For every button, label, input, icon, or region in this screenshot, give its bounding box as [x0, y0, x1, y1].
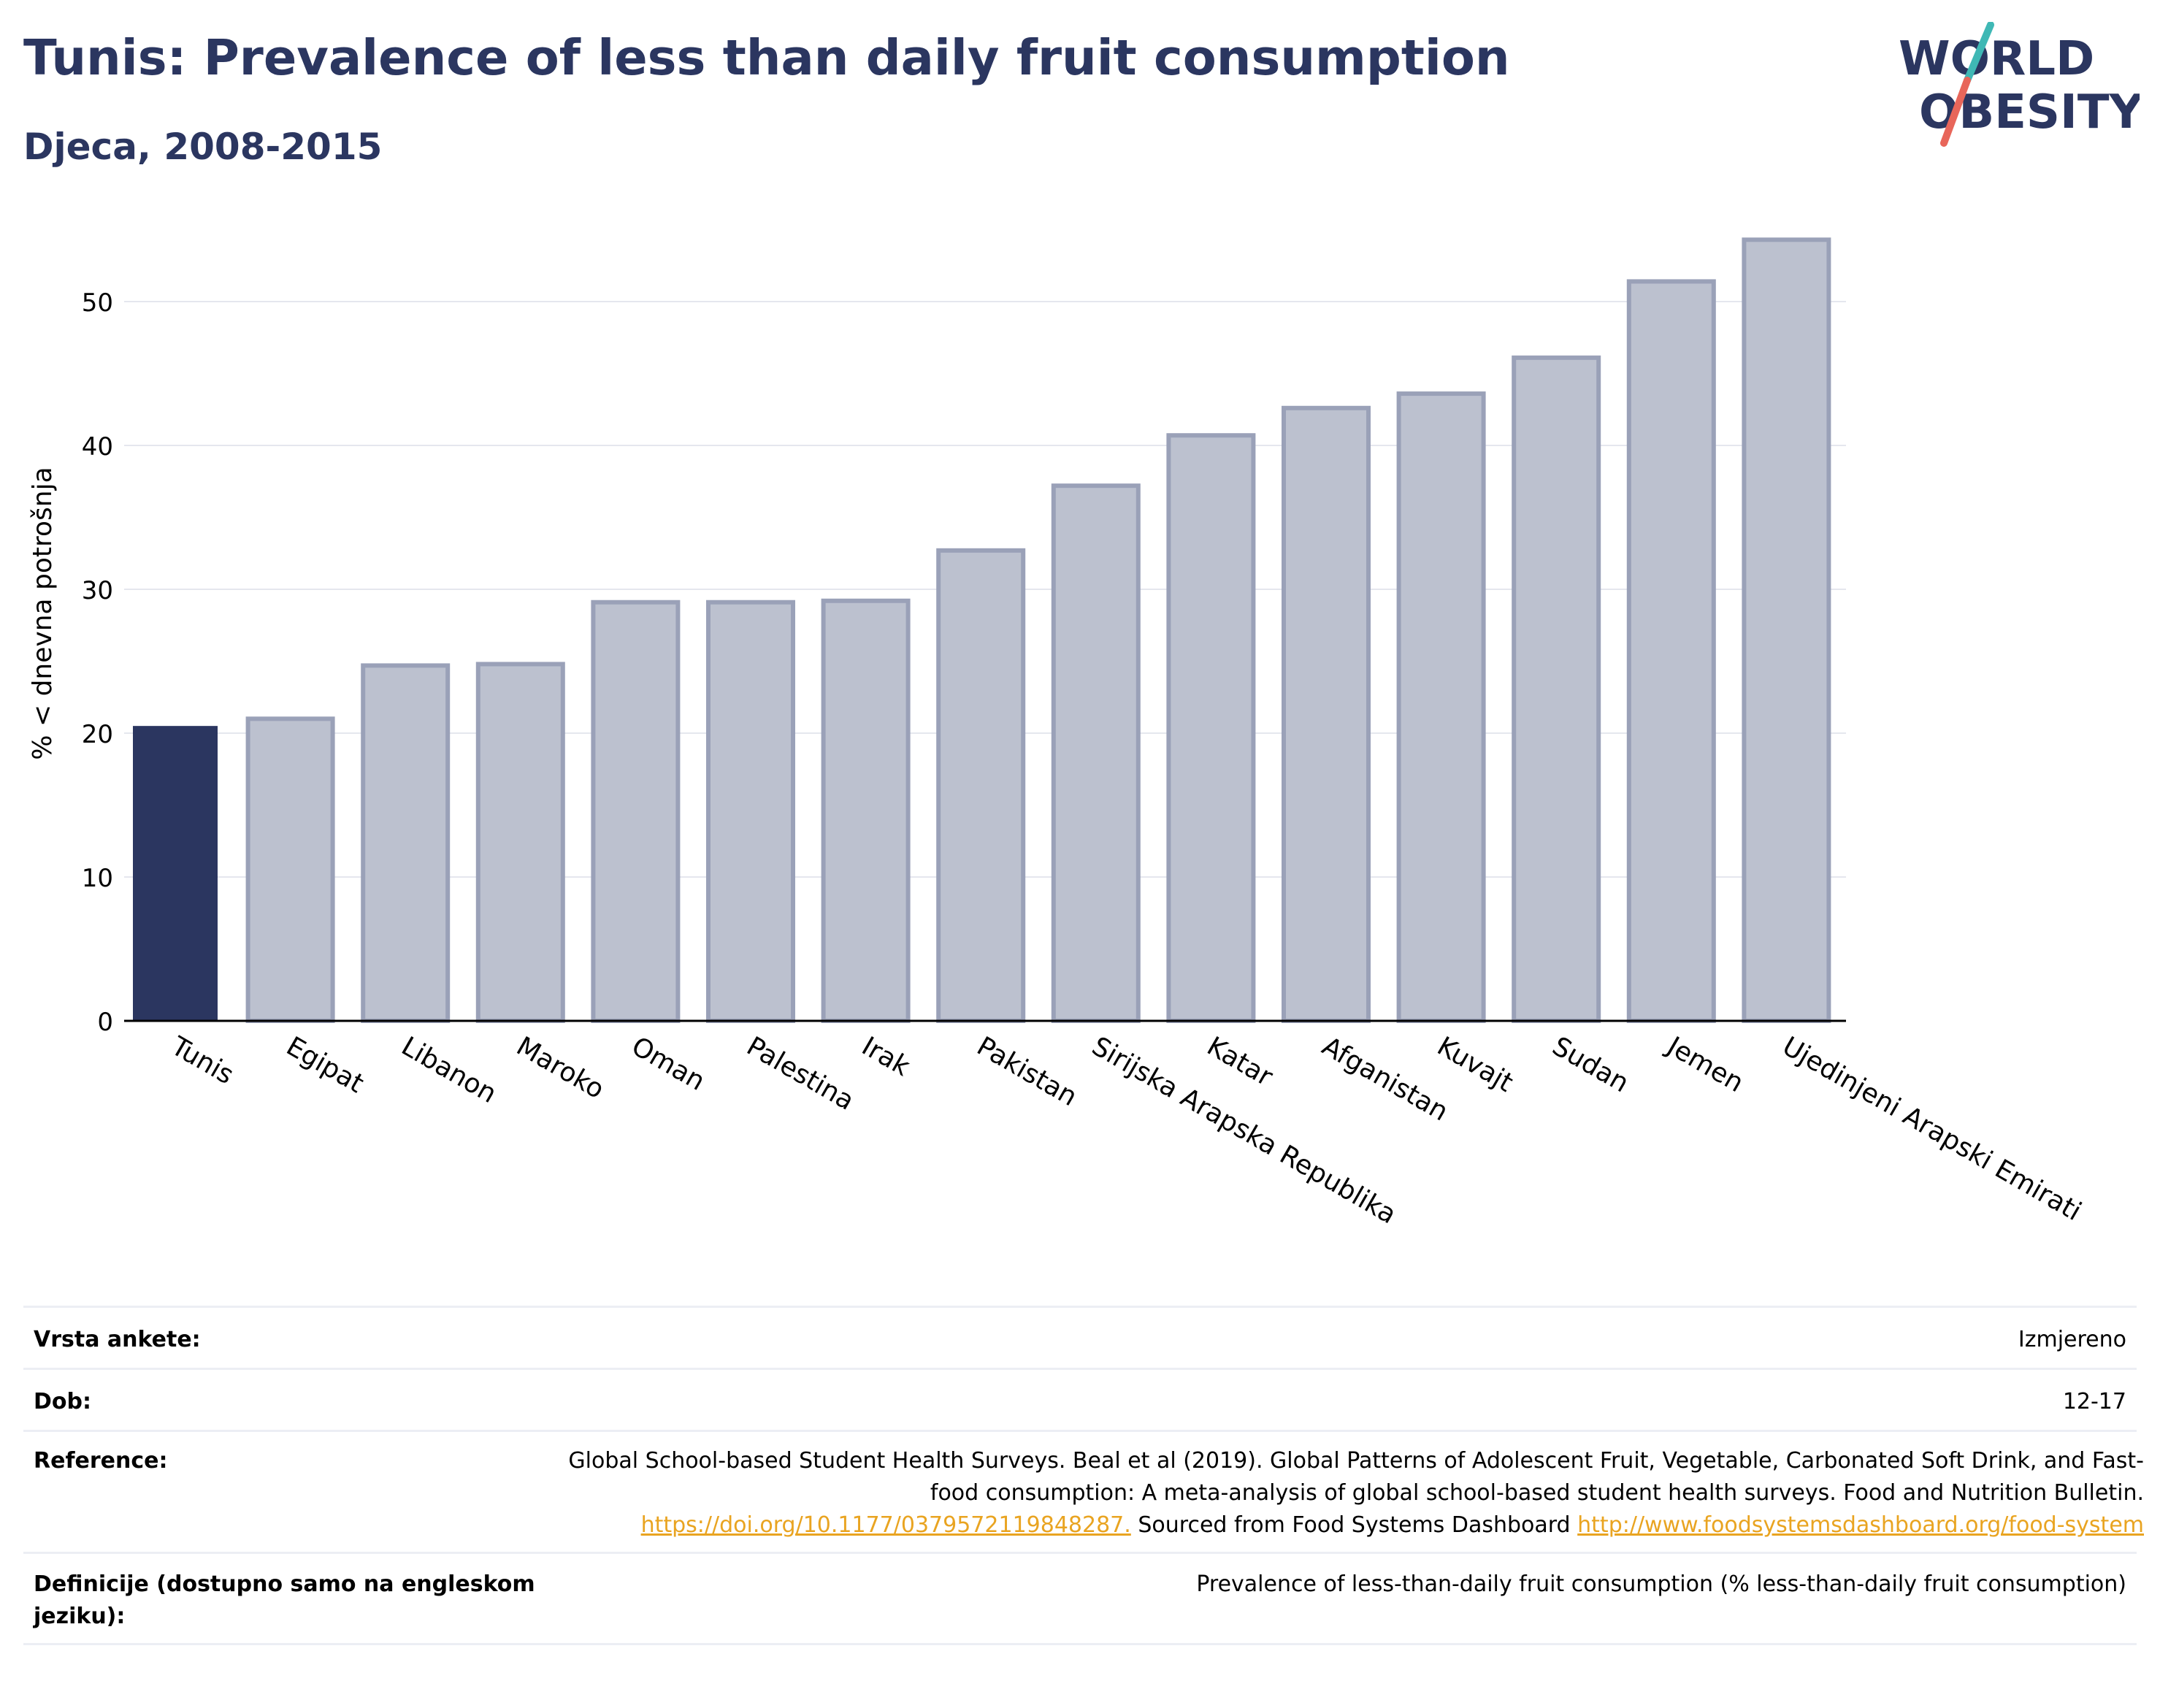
x-tick-label: Jemen — [1661, 1030, 1749, 1098]
chart-subtitle: Djeca, 2008-2015 — [23, 126, 383, 168]
bar-tunis — [133, 726, 218, 1021]
x-tick-label: Irak — [857, 1031, 915, 1082]
bar-maroko — [475, 662, 565, 1023]
metadata-table: Vrsta ankete: Izmjereno Dob: 12-17 Refer… — [23, 1306, 2144, 1645]
bar-jemen — [1626, 279, 1716, 1024]
bar-kuvajt — [1396, 391, 1486, 1023]
bar-irak — [821, 598, 911, 1023]
bar-palestina — [706, 600, 795, 1023]
y-axis-label: % < dnevna potrošnja — [28, 467, 58, 759]
meta-row-definition: Definicije (dostupno samo na engleskom j… — [23, 1552, 2137, 1645]
dashboard-link[interactable]: http://www.foodsystemsdashboard.org/food… — [1577, 1512, 2144, 1538]
meta-label: Definicije (dostupno samo na engleskom j… — [34, 1571, 535, 1629]
x-tick-label: Palestina — [742, 1031, 859, 1117]
x-tick-label: Libanon — [397, 1031, 502, 1109]
bar-pakistan — [936, 548, 1026, 1023]
y-tick-label: 0 — [97, 1008, 113, 1037]
x-tick-label: Ujedinjeni Arapski Emirati — [1777, 1031, 2086, 1227]
reference-citation: Global School-based Student Health Surve… — [568, 1448, 2144, 1506]
x-tick-label: Katar — [1202, 1031, 1278, 1092]
reference-text: Global School-based Student Health Surve… — [545, 1445, 2154, 1542]
bar-libanon — [361, 663, 451, 1023]
logo-slash-bottom — [1940, 77, 1971, 147]
bar-chart: 0 10 20 30 40 50 Tunis Egipat Libanon Maroko Oman P… — [28, 237, 2086, 1230]
meta-row-survey-type: Vrsta ankete: Izmjereno — [23, 1306, 2137, 1368]
bar-afganistan — [1282, 405, 1371, 1023]
x-tick-label: Afganistan — [1317, 1031, 1453, 1127]
meta-label: Reference: — [34, 1448, 168, 1474]
meta-value: Izmjereno — [2018, 1327, 2126, 1352]
x-tick-label: Tunis — [166, 1031, 239, 1090]
y-tick-label: 50 — [82, 288, 113, 318]
world-obesity-logo: WORLD OBESITY — [1899, 22, 2140, 147]
x-tick-label: Pakistan — [972, 1031, 1082, 1112]
y-tick-label: 10 — [82, 864, 113, 893]
meta-label: Vrsta ankete: — [34, 1327, 201, 1352]
meta-value: Prevalence of less-than-daily fruit cons… — [1196, 1571, 2126, 1597]
doi-link[interactable]: https://doi.org/10.1177/0379572119848287… — [640, 1512, 1131, 1538]
x-tick-label: Oman — [627, 1031, 710, 1097]
logo-slash-top — [1964, 22, 1994, 84]
bar-egipat — [245, 716, 335, 1023]
reference-source: Sourced from Food Systems Dashboard — [1138, 1512, 1571, 1538]
x-tick-label: Sudan — [1547, 1031, 1634, 1098]
logo-text-world: WORLD — [1899, 32, 2094, 86]
bar-sudan — [1512, 355, 1601, 1023]
x-tick-label: Maroko — [511, 1031, 609, 1105]
meta-row-reference: Reference: Global School-based Student H… — [23, 1430, 2144, 1552]
bar-ujedinjeni-arapski-emirati — [1742, 237, 1831, 1023]
chart-title: Tunis: Prevalence of less than daily fru… — [23, 29, 1510, 86]
y-tick-label: 20 — [82, 720, 113, 749]
y-tick-label: 30 — [82, 576, 113, 605]
meta-label: Dob: — [34, 1389, 91, 1414]
x-tick-label: Egipat — [281, 1031, 369, 1099]
x-tick-label: Kuvajt — [1432, 1031, 1518, 1098]
bar-sirijska-arapska-republika — [1051, 483, 1141, 1023]
bar-katar — [1166, 433, 1256, 1023]
meta-row-age: Dob: 12-17 — [23, 1368, 2137, 1430]
bars — [133, 237, 1831, 1024]
bar-oman — [591, 600, 681, 1023]
meta-value: 12-17 — [2062, 1389, 2126, 1414]
y-tick-label: 40 — [82, 432, 113, 462]
